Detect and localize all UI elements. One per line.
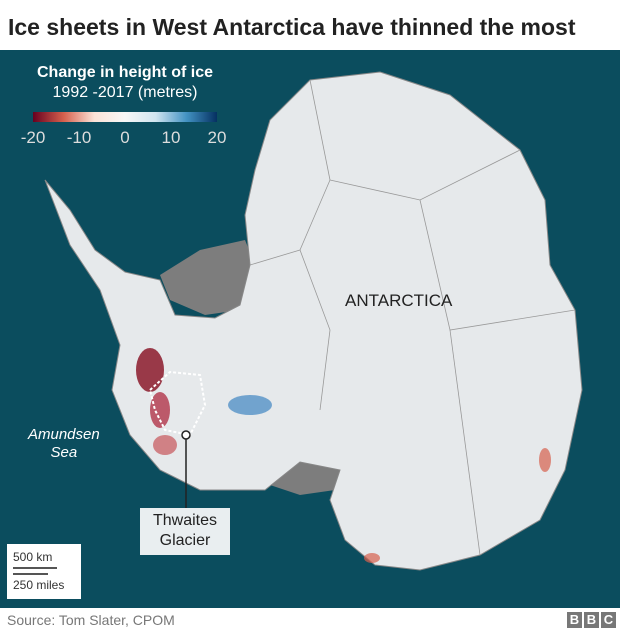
glacier-label: Thwaites Glacier <box>140 508 230 555</box>
sea-label-line: Sea <box>50 444 78 461</box>
logo-letter: B <box>584 612 599 628</box>
legend-title: Change in height of ice <box>36 64 213 81</box>
legend-colorbar <box>33 112 217 122</box>
legend-tick: -10 <box>66 128 92 147</box>
legend-tick: 0 <box>120 128 130 147</box>
glacier-label-line: Thwaites <box>152 512 218 529</box>
legend-subtitle: 1992 -2017 (metres) <box>52 84 198 101</box>
scale-bar: 500 km 250 miles <box>7 544 81 599</box>
legend-tick: 10 <box>161 128 181 147</box>
logo-letter: C <box>601 612 616 628</box>
chart-title: Ice sheets in West Antarctica have thinn… <box>8 14 576 40</box>
thinning-areas <box>136 348 551 563</box>
ronne-ice-shelf <box>160 240 255 315</box>
continent-label: ANTARCTICA <box>345 291 453 310</box>
scale-km-line <box>13 567 57 569</box>
glacier-marker <box>181 430 191 440</box>
scale-miles-label: 250 miles <box>13 578 65 592</box>
drainage-basins <box>249 79 576 556</box>
sea-label: Amundsen Sea <box>28 426 100 462</box>
antarctica-map <box>44 71 583 571</box>
scale-miles-line <box>13 573 48 575</box>
sea-label-line: Amundsen <box>28 426 100 443</box>
thwaites-outline <box>148 370 207 437</box>
source-note: Source: Tom Slater, CPOM <box>7 612 175 628</box>
legend-tick: 20 <box>207 128 227 147</box>
bbc-logo: B B C <box>567 612 616 628</box>
color-legend: Change in height of ice 1992 -2017 (metr… <box>0 64 250 148</box>
map: Change in height of ice 1992 -2017 (metr… <box>0 50 620 608</box>
continent <box>44 71 583 571</box>
legend-tick: -20 <box>20 128 46 147</box>
glacier-label-line: Glacier <box>159 532 211 549</box>
logo-letter: B <box>567 612 582 628</box>
scale-km-label: 500 km <box>13 550 53 564</box>
